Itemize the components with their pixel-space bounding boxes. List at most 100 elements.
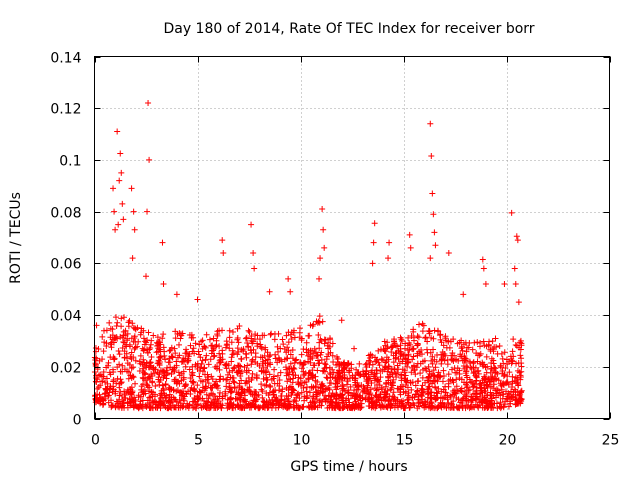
data-point <box>303 346 310 353</box>
data-point <box>116 392 123 399</box>
data-point <box>368 379 375 386</box>
data-point <box>187 387 194 394</box>
data-point <box>443 337 450 344</box>
data-point <box>203 391 210 398</box>
data-point <box>365 357 372 364</box>
data-point <box>414 341 421 348</box>
data-point <box>425 394 432 401</box>
data-point <box>392 342 399 349</box>
data-point <box>294 379 301 386</box>
data-point <box>280 341 287 348</box>
data-point <box>95 384 102 391</box>
data-point <box>143 339 150 346</box>
data-point <box>107 354 114 361</box>
data-point <box>238 377 245 384</box>
data-point <box>256 336 263 343</box>
data-point <box>316 313 323 320</box>
data-point <box>186 366 193 373</box>
data-point <box>185 405 192 412</box>
data-point <box>171 404 178 411</box>
data-point <box>237 363 244 370</box>
data-point <box>102 379 109 386</box>
data-point <box>248 361 255 368</box>
data-point <box>222 390 229 397</box>
data-point <box>469 397 476 404</box>
data-point <box>231 379 238 386</box>
data-point <box>250 397 257 404</box>
data-point <box>512 388 519 395</box>
data-point <box>213 337 220 344</box>
data-point <box>409 379 416 386</box>
data-point <box>103 375 110 382</box>
data-point <box>368 369 375 376</box>
data-point <box>250 250 257 257</box>
data-point <box>266 371 273 378</box>
data-point <box>466 386 473 393</box>
data-point <box>168 370 175 377</box>
data-point <box>423 346 430 353</box>
data-point <box>508 357 515 364</box>
data-point <box>515 359 522 366</box>
data-point <box>463 357 470 364</box>
data-point <box>227 395 234 402</box>
data-point <box>394 362 401 369</box>
data-point <box>95 398 102 405</box>
data-point <box>419 328 426 335</box>
data-point <box>495 377 502 384</box>
data-point <box>390 352 397 359</box>
data-point <box>435 369 442 376</box>
data-point <box>120 216 127 223</box>
data-point <box>281 345 288 352</box>
data-point <box>92 345 99 352</box>
data-point <box>405 396 412 403</box>
data-point <box>433 358 440 365</box>
data-point <box>222 361 229 368</box>
data-point <box>445 377 452 384</box>
plot-frame <box>94 56 610 419</box>
data-point <box>385 377 392 384</box>
data-point <box>466 376 473 383</box>
data-point <box>258 345 265 352</box>
data-point <box>385 365 392 372</box>
data-point <box>319 380 326 387</box>
data-point <box>128 349 135 356</box>
data-point <box>295 381 302 388</box>
data-point <box>496 343 503 350</box>
data-point <box>279 386 286 393</box>
data-point <box>326 335 333 342</box>
data-point <box>161 392 168 399</box>
data-point <box>234 345 241 352</box>
data-point <box>373 376 380 383</box>
data-point <box>199 357 206 364</box>
data-point <box>314 391 321 398</box>
data-point <box>508 394 515 401</box>
data-point <box>228 339 235 346</box>
data-point <box>182 383 189 390</box>
data-point <box>494 370 501 377</box>
y-tick-label: 0.06 <box>50 257 81 273</box>
data-point <box>474 339 481 346</box>
data-point <box>417 370 424 377</box>
data-point <box>491 400 498 407</box>
data-point <box>298 337 305 344</box>
data-point <box>124 399 131 406</box>
data-point <box>141 359 148 366</box>
data-point <box>324 353 331 360</box>
data-point <box>371 220 378 227</box>
data-point <box>117 376 124 383</box>
data-point <box>501 281 508 288</box>
data-point <box>144 208 151 215</box>
data-point <box>488 365 495 372</box>
data-point <box>352 393 359 400</box>
data-point <box>432 377 439 384</box>
data-point <box>518 396 525 403</box>
data-point <box>470 364 477 371</box>
data-point <box>290 386 297 393</box>
data-point <box>201 387 208 394</box>
data-point <box>326 393 333 400</box>
data-point <box>513 360 520 367</box>
data-point <box>124 335 131 342</box>
data-point <box>356 402 363 409</box>
data-point <box>204 371 211 378</box>
data-point <box>112 335 119 342</box>
